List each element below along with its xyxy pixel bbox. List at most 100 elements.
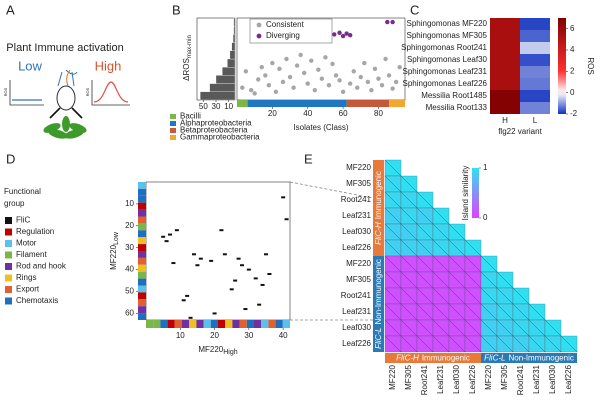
group-strip — [138, 230, 146, 238]
row-label: Root241 — [341, 291, 372, 300]
y-axis-label-sub: max-min — [187, 35, 193, 58]
point — [284, 56, 289, 62]
point — [362, 60, 367, 66]
group-strip — [174, 320, 182, 328]
dash — [253, 277, 258, 280]
hist-bar — [233, 26, 236, 35]
point — [372, 66, 378, 72]
class-label: Gammaproteobacteria — [180, 133, 260, 142]
class-swatch — [170, 135, 176, 140]
point — [309, 58, 314, 63]
point — [330, 61, 335, 67]
ros-curve-high — [93, 81, 129, 103]
point — [365, 79, 371, 85]
point — [333, 73, 339, 78]
tube — [56, 85, 76, 111]
cell-diagonal — [464, 287, 482, 305]
group-strip — [138, 209, 146, 217]
point — [397, 65, 402, 70]
dash — [257, 303, 262, 306]
colorbar-tick-label: 2 — [570, 66, 575, 75]
group-strip — [138, 292, 146, 300]
legend-swatch — [5, 286, 12, 293]
dash — [174, 229, 179, 232]
group-label-text: Immunogenic — [374, 171, 383, 219]
column-label: Leaf030 — [548, 364, 557, 393]
row-label: Sphingomonas Root241 — [401, 43, 487, 52]
cell-diagonal — [448, 319, 466, 337]
group-strip — [138, 216, 146, 224]
group-strip — [167, 320, 175, 328]
cell-diagonal — [400, 255, 418, 273]
cell-diagonal — [432, 223, 450, 241]
cell-diagonal — [384, 319, 402, 337]
cell-diagonal — [448, 271, 466, 289]
hist-tick-label: 10 — [224, 102, 233, 111]
row-label: Sphingomonas MF305 — [407, 31, 488, 40]
group-strip — [138, 202, 146, 210]
point — [266, 83, 272, 88]
colorbar-tick-label: 4 — [570, 45, 575, 54]
cell-diagonal — [432, 271, 450, 289]
legend-label: Export — [16, 285, 40, 294]
y-axis-label: ΔROSmax-min — [182, 35, 192, 81]
group-strip — [138, 264, 146, 272]
dash — [195, 264, 200, 267]
legend-swatch — [5, 263, 12, 270]
group-strip — [282, 320, 290, 328]
group-strip — [138, 195, 146, 203]
point — [252, 91, 257, 96]
cell-diagonal — [400, 223, 418, 241]
dash — [164, 240, 169, 243]
legend-label: Chemotaxis — [16, 296, 58, 305]
cell-diagonal — [400, 335, 418, 353]
cell-diagonal — [480, 319, 498, 337]
group-label-italic: FliC-H — [374, 222, 383, 245]
cell-diagonal — [416, 319, 434, 337]
cell-diagonal — [448, 239, 466, 257]
panel-a-title: Plant Immune activation — [6, 42, 123, 54]
row-label: Leaf231 — [342, 307, 371, 316]
row-label: Sphingomonas Leaf231 — [402, 67, 487, 76]
cell-diagonal — [432, 319, 450, 337]
dash — [240, 264, 244, 267]
column-label: MF220 — [484, 364, 493, 389]
hist-bar — [222, 67, 236, 76]
cell-diagonal — [448, 303, 466, 321]
group-strip — [138, 223, 146, 231]
row-label: Messilia Root133 — [426, 103, 488, 112]
heat-cell — [490, 66, 520, 78]
point — [273, 89, 279, 95]
group-strip — [138, 182, 146, 189]
column-label: Root241 — [420, 364, 429, 395]
group-strip — [138, 299, 146, 307]
y-axis-label-sub: Low — [113, 231, 120, 245]
cell-diagonal — [384, 287, 402, 305]
group-strip — [138, 271, 146, 279]
legend-swatch — [5, 251, 12, 259]
cell-diagonal — [400, 271, 418, 289]
point — [337, 78, 342, 83]
cell-diagonal — [416, 223, 434, 241]
column-label: Leaf226 — [468, 364, 477, 393]
panel-label: D — [6, 151, 15, 166]
point — [376, 76, 381, 81]
dash — [284, 218, 289, 221]
point — [379, 83, 385, 88]
point — [358, 74, 363, 80]
cell-diagonal — [480, 287, 498, 305]
panel-label: C — [410, 2, 419, 17]
colorbar-label: ROS — [586, 57, 595, 74]
hist-bar — [227, 58, 236, 68]
point — [277, 66, 282, 72]
heat-cell — [520, 102, 550, 114]
row-label: MF305 — [346, 179, 371, 188]
cell-diagonal — [448, 335, 466, 353]
legend-title: Functional — [4, 187, 41, 196]
class-swatch — [170, 114, 176, 119]
heat-cell — [520, 42, 550, 54]
point — [332, 32, 337, 37]
ros-axes-low — [9, 80, 44, 106]
